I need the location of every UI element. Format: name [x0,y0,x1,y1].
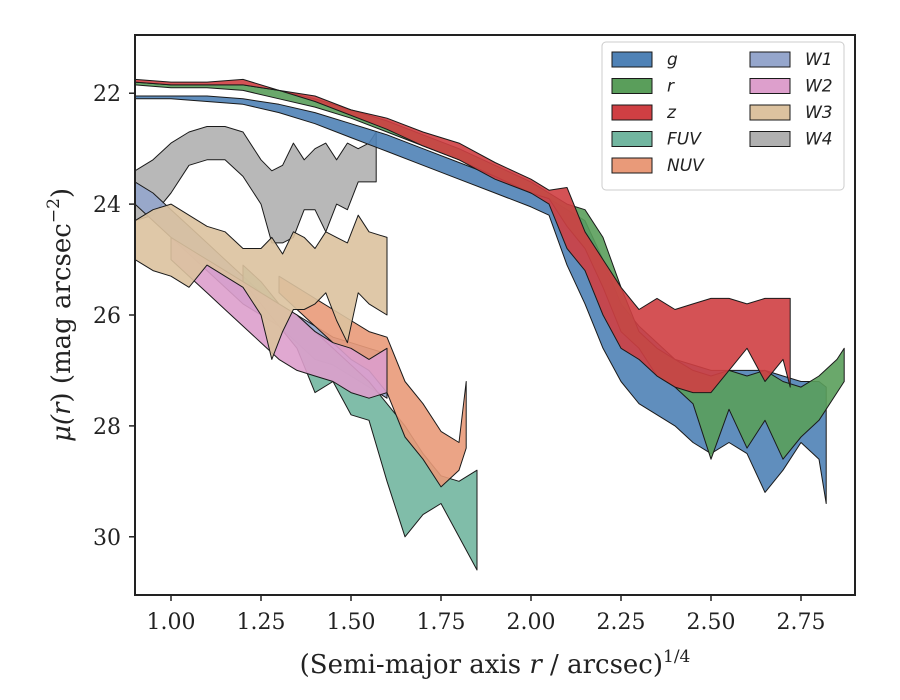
y-axis-label: μ(r) (mag arcsec−2) [44,188,77,442]
legend-label-w4: W4 [805,130,833,150]
legend-label-w1: W1 [805,50,833,70]
y-axis-ticks: 22 24 26 28 30 [93,82,135,551]
x-axis-ticks: 1.00 1.25 1.50 1.75 2.00 2.25 2.50 2.75 [147,595,826,635]
x-tick-label: 2.25 [597,610,646,635]
band-w3 [134,203,388,360]
legend-swatch-w3 [749,104,791,121]
legend-swatch-w1 [749,51,791,68]
band-w4 [134,126,377,244]
y-tick-label: 30 [93,526,121,551]
y-tick-label: 26 [93,304,121,329]
profile-bands [134,78,845,571]
y-tick-label: 28 [93,415,121,440]
y-tick-label: 24 [93,193,121,218]
x-tick-label: 2.00 [507,610,556,635]
legend-swatch-g [611,51,653,68]
x-axis-label: (Semi-major axis r / arcsec)1/4 [300,647,691,680]
legend-swatch-z [611,104,653,121]
x-tick-label: 2.75 [777,610,826,635]
legend-swatch-w4 [749,131,791,147]
legend-swatch-r [611,78,653,94]
legend-swatch-nuv [611,157,653,174]
band-z [134,78,791,394]
legend-swatch-w2 [749,78,791,94]
legend-label-w3: W3 [805,103,833,123]
y-tick-label: 22 [93,82,121,107]
legend-label-r: r [667,77,675,97]
legend-swatch-fuv [611,131,653,147]
x-tick-label: 1.00 [147,610,196,635]
legend-label-nuv: NUV [667,156,705,176]
legend: grz FUV NUV W1 W2 W3 W4 [601,41,845,191]
legend-label-z: z [666,103,677,123]
x-tick-label: 1.75 [417,610,466,635]
legend-label-g: g [667,50,678,70]
legend-label-w2: W2 [805,77,833,97]
x-tick-label: 1.50 [327,610,376,635]
x-tick-label: 1.25 [237,610,286,635]
legend-label-fuv: FUV [667,130,702,150]
x-tick-label: 2.50 [687,610,736,635]
